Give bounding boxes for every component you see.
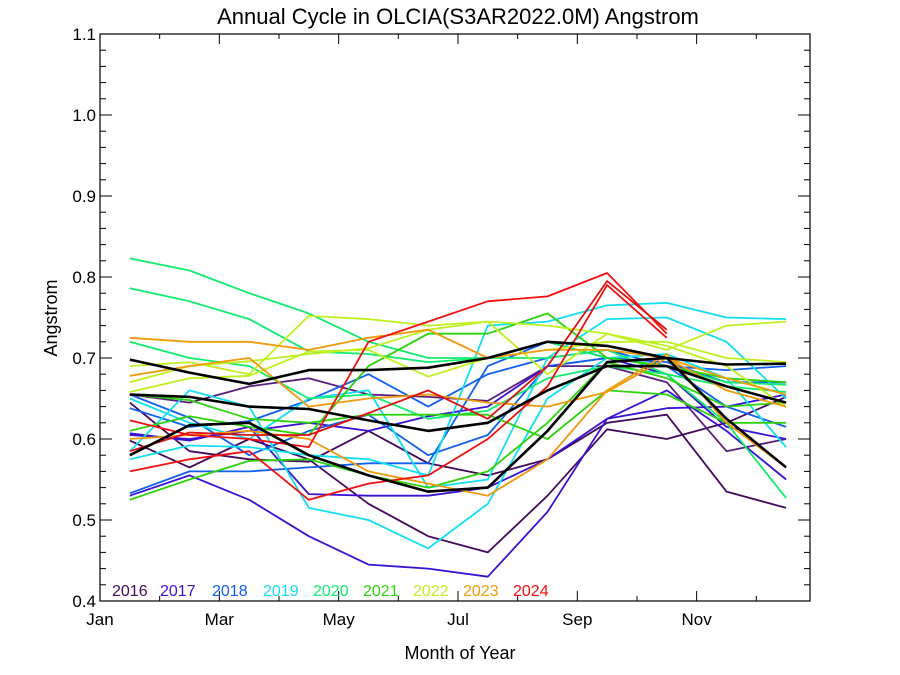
series-line-26: [129, 284, 668, 501]
y-tick-label: 1.0: [72, 106, 96, 125]
series-line-11: [129, 301, 787, 477]
series-line-25: [129, 272, 668, 449]
y-axis-label: Angstrom: [41, 279, 61, 356]
x-tick-label: Sep: [562, 610, 592, 629]
legend-item-2016: 2016: [112, 583, 148, 600]
series-line-19: [129, 314, 787, 376]
y-tick-label: 0.7: [72, 349, 96, 368]
legend: 2016 2017 2018 2019 2020 2021 2022 2023 2024: [112, 583, 549, 600]
series-line-16: [129, 361, 787, 501]
series-line-12: [129, 316, 787, 489]
legend-item-2019: 2019: [263, 583, 299, 600]
y-tick-label: 0.9: [72, 187, 96, 206]
series-line-23: [129, 357, 787, 408]
x-tick-label: Mar: [205, 610, 235, 629]
series-line-27: [129, 280, 668, 453]
series-line-1: [129, 396, 787, 554]
y-axis-ticks: 0.4 0.5 0.6 0.7 0.8 0.9 1.0 1.1: [72, 25, 810, 611]
series-line-5: [129, 393, 787, 497]
legend-item-2020: 2020: [313, 583, 349, 600]
y-tick-label: 0.5: [72, 511, 96, 530]
chart-title: Annual Cycle in OLCIA(S3AR2022.0M) Angst…: [217, 4, 699, 29]
y-tick-label: 0.4: [72, 592, 96, 611]
series-line-20: [129, 340, 787, 393]
legend-item-2022: 2022: [413, 583, 449, 600]
series-line-10: [129, 353, 787, 550]
legend-item-2024: 2024: [513, 583, 549, 600]
plot-frame: [99, 33, 811, 602]
x-axis-ticks: Jan Mar May Jul Sep Nov: [86, 34, 757, 629]
series-line-4: [129, 389, 787, 578]
x-tick-label: May: [323, 610, 356, 629]
legend-item-2021: 2021: [363, 583, 399, 600]
series-line-17: [129, 389, 787, 440]
series-line-2: [129, 401, 787, 509]
y-tick-label: 1.1: [72, 25, 96, 44]
legend-item-2017: 2017: [160, 583, 196, 600]
legend-item-2023: 2023: [463, 583, 499, 600]
series-line-30: [129, 356, 787, 493]
y-tick-label: 0.8: [72, 268, 96, 287]
legend-item-2018: 2018: [212, 583, 248, 600]
x-tick-label: Jul: [447, 610, 469, 629]
y-tick-label: 0.6: [72, 430, 96, 449]
series-line-22: [129, 328, 787, 396]
x-tick-label: Jan: [86, 610, 113, 629]
x-tick-label: Nov: [682, 610, 713, 629]
series-line-28: [129, 340, 787, 386]
x-axis-label: Month of Year: [404, 643, 515, 663]
series-line-21: [129, 320, 787, 408]
series-layer: [129, 257, 787, 578]
